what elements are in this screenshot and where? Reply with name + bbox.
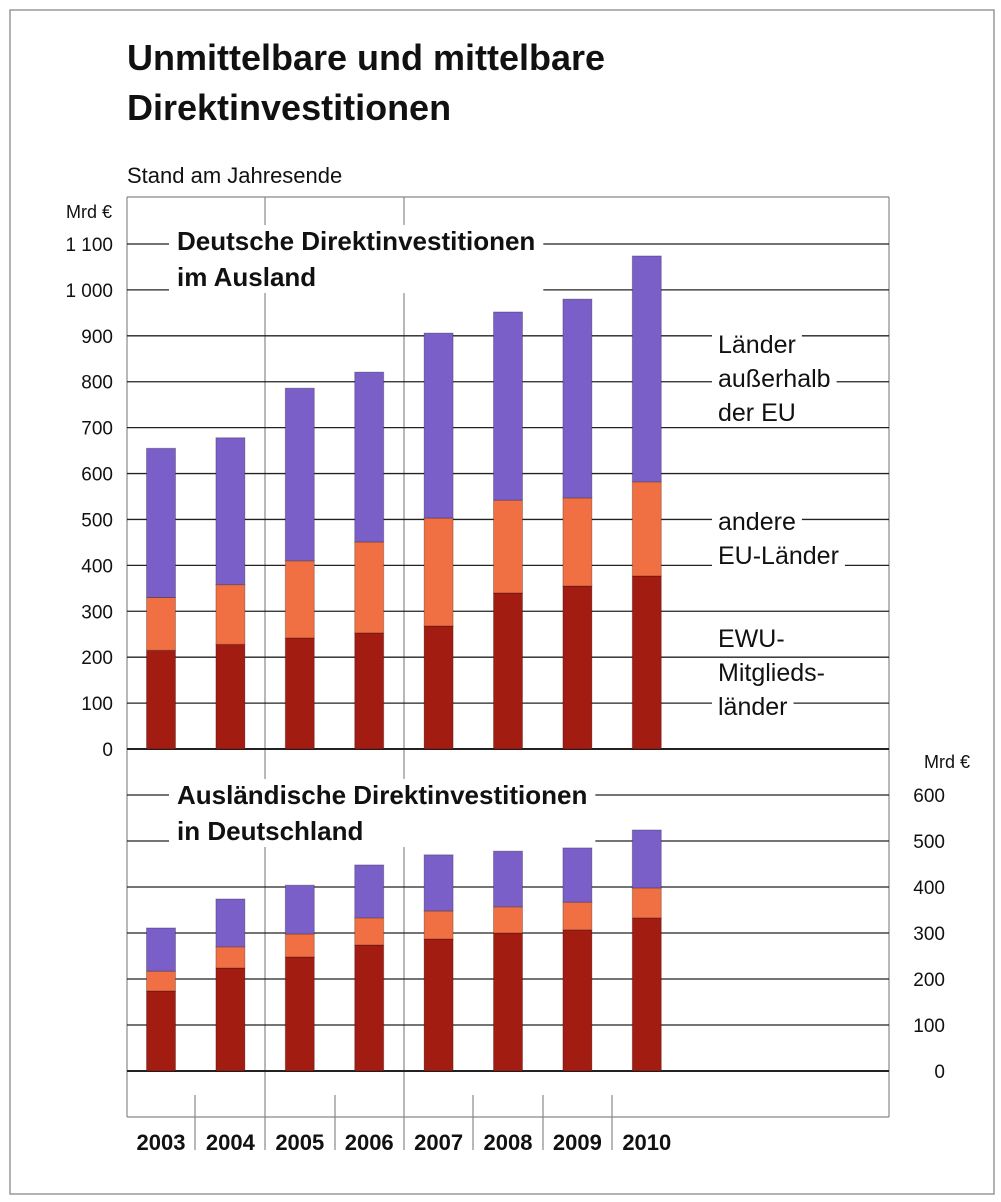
bar-segment (215, 967, 246, 1072)
legend-label: EWU-Mitglieds-länder (718, 625, 825, 721)
bar-segment (423, 332, 454, 519)
y-tick-label: 800 (81, 373, 113, 394)
label-background (712, 542, 845, 570)
bar-segment (284, 387, 315, 562)
y-axis-unit: Mrd € (66, 202, 112, 222)
legend-label: Länder außerhalb der EU (718, 331, 831, 427)
bar-segment (354, 917, 385, 946)
bar-segment (562, 929, 593, 1072)
bar-segment (631, 917, 662, 1072)
bar-segment (562, 847, 593, 903)
x-tick-label: 2008 (484, 1130, 533, 1155)
bar-segment (146, 447, 176, 598)
bar-segment (493, 311, 523, 501)
bar-segment (215, 946, 246, 969)
bar-segment (631, 887, 662, 919)
bar-segment (493, 906, 523, 934)
bar-segment (423, 910, 454, 940)
label-background (712, 625, 791, 653)
bar-segment (284, 637, 315, 750)
bar-segment (215, 437, 246, 586)
bar-segment (354, 864, 385, 919)
bar-segment (146, 597, 176, 651)
label-background (712, 331, 802, 359)
y-tick-label: 500 (81, 510, 113, 531)
bar-segment (146, 990, 176, 1072)
x-tick-label: 2007 (414, 1130, 463, 1155)
bar-segment (493, 932, 523, 1072)
label-background (169, 779, 596, 847)
y-tick-label: 700 (81, 419, 113, 440)
bar-segment (423, 625, 454, 750)
bar-segment (146, 927, 176, 972)
label-background (712, 399, 802, 427)
bar-segment (631, 255, 662, 483)
bar-segment (146, 970, 176, 992)
y-tick-label: 0 (934, 1062, 945, 1083)
x-tick-label: 2003 (137, 1130, 186, 1155)
chart-title: Unmittelbare und mittelbare Direktinvesti… (127, 37, 605, 128)
bar-segment (562, 901, 593, 931)
label-background (712, 659, 831, 687)
panel-title: Ausländische Direktinvestitionen in Deuts… (177, 780, 587, 846)
y-tick-label: 0 (102, 740, 113, 761)
legend-label: andere EU-Länder (718, 508, 839, 570)
x-tick-label: 2010 (622, 1130, 671, 1155)
y-tick-label: 1 100 (65, 235, 113, 256)
bar-segment (493, 850, 523, 908)
bar-segment (284, 560, 315, 639)
label-background (712, 365, 837, 393)
bars (146, 255, 662, 1072)
y-tick-label: 100 (81, 694, 113, 715)
bar-segment (631, 481, 662, 577)
bar-segment (631, 829, 662, 889)
label-background (712, 508, 802, 536)
y-tick-label: 600 (913, 786, 945, 807)
bar-segment (562, 497, 593, 587)
y-tick-label: 300 (913, 924, 945, 945)
panel-title: Deutsche Direktinvestitionen im Ausland (177, 226, 535, 292)
bar-segment (493, 499, 523, 594)
y-tick-label: 200 (81, 648, 113, 669)
y-tick-label: 500 (913, 832, 945, 853)
bar-segment (354, 944, 385, 1072)
bar-segment (423, 854, 454, 912)
x-tick-label: 2006 (345, 1130, 394, 1155)
y-tick-label: 100 (913, 1016, 945, 1037)
x-tick-label: 2005 (275, 1130, 324, 1155)
bar-segment (284, 933, 315, 958)
bar-segment (562, 298, 593, 499)
bar-segment (284, 956, 315, 1072)
x-tick-label: 2009 (553, 1130, 602, 1155)
bar-segment (423, 938, 454, 1072)
label-background (712, 693, 794, 721)
bar-segment (146, 649, 176, 750)
bar-segment (354, 371, 385, 543)
y-axis-unit: Mrd € (924, 752, 970, 772)
bar-segment (215, 584, 246, 645)
y-tick-label: 300 (81, 602, 113, 623)
y-tick-label: 400 (81, 556, 113, 577)
x-tick-label: 2004 (206, 1130, 256, 1155)
bar-segment (493, 592, 523, 750)
bar-segment (284, 884, 315, 935)
bar-segment (215, 643, 246, 750)
bar-segment (215, 898, 246, 948)
bar-segment (631, 575, 662, 750)
y-tick-label: 400 (913, 878, 945, 899)
y-tick-label: 600 (81, 465, 113, 486)
bar-segment (354, 541, 385, 634)
subtitle: Stand am Jahresende (127, 163, 342, 188)
bar-segment (423, 517, 454, 627)
bar-segment (354, 632, 385, 750)
bar-segment (562, 585, 593, 750)
label-background (169, 225, 544, 293)
y-tick-label: 1 000 (65, 281, 113, 302)
y-tick-label: 900 (81, 327, 113, 348)
y-tick-label: 200 (913, 970, 945, 991)
labels: 0 100 200 300 400 500 600 700 800 900 1 000 1 100 Mr… (65, 202, 970, 1155)
